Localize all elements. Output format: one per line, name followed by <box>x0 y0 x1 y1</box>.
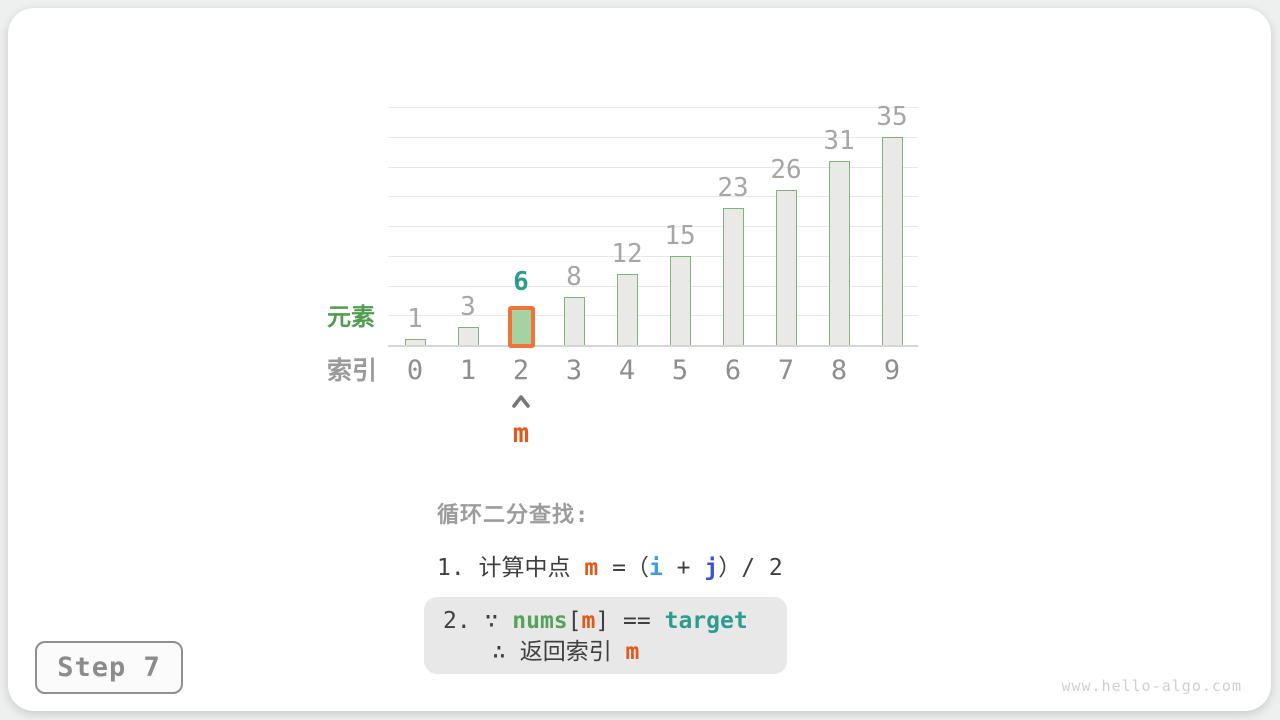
bar-value-label: 12 <box>611 238 643 269</box>
text-run: 1. 计算中点 <box>437 555 585 581</box>
caption-step2-line2: ∴ 返回索引 m <box>443 637 787 668</box>
caption-heading: 循环二分查找: <box>437 503 590 528</box>
pointer-m-label: m <box>512 418 530 449</box>
bar <box>775 190 797 345</box>
bar-value-label: 26 <box>770 155 802 186</box>
gridline <box>388 107 918 108</box>
step-badge-label: Step 7 <box>57 652 161 683</box>
indices-row-label: 索引 <box>327 356 378 385</box>
index-label: 2 <box>512 355 530 386</box>
text-run: m <box>625 639 640 665</box>
bar <box>404 339 426 345</box>
bar <box>563 297 585 345</box>
x-axis-baseline <box>388 345 918 347</box>
gridline <box>388 255 918 257</box>
index-label: 0 <box>406 355 424 386</box>
index-label: 8 <box>830 355 848 386</box>
elements-row-label: 元素 <box>327 303 375 331</box>
gridline <box>388 315 918 317</box>
text-run: [ <box>567 608 582 634</box>
caption-step2-box: 2. ∵ nums[m] == target ∴ 返回索引 m <box>424 597 787 674</box>
bar <box>828 160 850 345</box>
index-label: 5 <box>671 355 689 386</box>
index-label: 4 <box>618 355 636 386</box>
bar-value-label: 35 <box>876 101 908 132</box>
watermark-url: www.hello-algo.com <box>1061 677 1242 695</box>
index-label: 6 <box>724 355 742 386</box>
text-run: j <box>704 555 719 581</box>
bar-chart: 1 3 6 8 12 15 23 26 31 35 <box>388 101 918 348</box>
bar-value-label: 1 <box>407 304 423 335</box>
index-label: 1 <box>459 355 477 386</box>
bar <box>457 327 479 345</box>
bar <box>669 255 691 345</box>
bar-highlighted <box>507 306 535 348</box>
gridline <box>388 196 918 198</box>
caret-up-icon <box>512 395 530 408</box>
gridline <box>388 166 918 168</box>
bar-value-label: 23 <box>717 173 749 204</box>
figure-card <box>8 8 1271 711</box>
bar <box>722 208 744 345</box>
index-label: 3 <box>565 355 583 386</box>
text-run: m <box>581 608 596 634</box>
bar-value-label: 31 <box>823 125 855 156</box>
text-run: target <box>664 608 748 634</box>
text-run: 2. ∵ <box>443 608 513 634</box>
gridline <box>388 136 918 138</box>
step-badge: Step 7 <box>35 641 183 694</box>
text-run: ∴ 返回索引 <box>492 639 626 665</box>
bar <box>881 136 903 345</box>
index-row: 0 1 2 3 4 5 6 7 8 9 <box>388 357 918 387</box>
text-run: i <box>648 555 663 581</box>
index-label: 9 <box>883 355 901 386</box>
text-run: =（ <box>598 555 649 581</box>
bar-value-label: 3 <box>460 292 476 323</box>
text-run: ] == <box>595 608 665 634</box>
text-run: ）/ 2 <box>718 555 783 581</box>
index-label: 7 <box>777 355 795 386</box>
bar-value-label: 6 <box>513 267 529 298</box>
text-run: m <box>584 555 599 581</box>
text-run: + <box>662 555 705 581</box>
text-run: nums <box>512 608 568 634</box>
gridline <box>388 226 918 227</box>
bar <box>616 273 638 345</box>
caption-step1-line: 1. 计算中点 m =（i + j）/ 2 <box>437 548 783 582</box>
bar-value-label: 15 <box>664 220 696 251</box>
bar-value-label: 8 <box>566 262 582 293</box>
caption-step2-line1: 2. ∵ nums[m] == target <box>443 606 787 637</box>
gridline <box>388 285 918 287</box>
